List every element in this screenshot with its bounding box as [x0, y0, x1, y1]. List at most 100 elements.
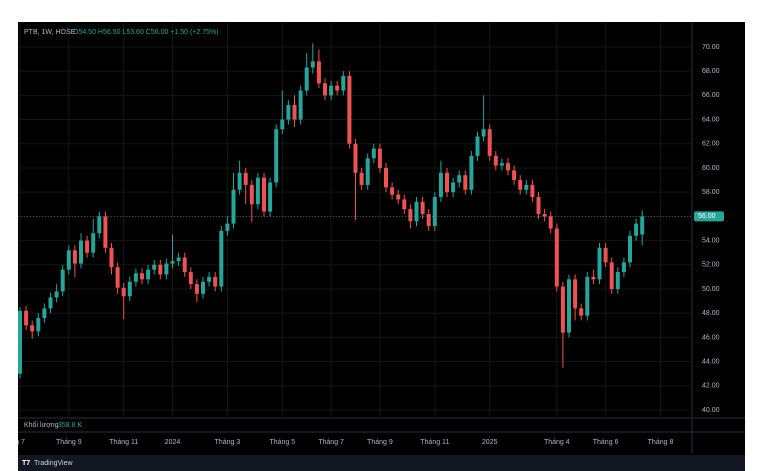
candle-body: [579, 308, 584, 316]
candle-body: [609, 262, 614, 289]
candle-body: [371, 148, 376, 159]
candle-body: [292, 105, 297, 120]
candle-body: [615, 272, 620, 289]
candle-body: [560, 286, 565, 333]
candle-body: [66, 250, 71, 270]
candle-body: [140, 273, 144, 280]
candle-body: [621, 262, 626, 273]
candle-body: [280, 119, 285, 130]
candle-body: [219, 230, 224, 287]
candle-body: [475, 136, 480, 156]
x-tick-label: Tháng 9: [56, 439, 82, 446]
candle-body: [103, 216, 108, 248]
volume-value: 358.8 K: [58, 422, 82, 429]
candle-body: [432, 197, 437, 227]
candle-body: [603, 247, 608, 263]
candle-body: [524, 184, 529, 190]
brand[interactable]: TradingView: [34, 460, 73, 467]
candle-body: [335, 85, 340, 91]
candle-body: [18, 310, 22, 374]
candle-body: [597, 247, 602, 280]
y-tick-label: 58.00: [702, 189, 720, 196]
candle-body: [237, 172, 242, 190]
candle-body: [188, 272, 193, 285]
candle-body: [85, 240, 90, 253]
candle-body: [310, 61, 315, 68]
y-tick-label: 64.00: [702, 116, 720, 123]
candle-body: [341, 75, 346, 91]
candle-body: [542, 213, 547, 217]
candle-body: [567, 279, 571, 333]
candle-body: [530, 184, 535, 198]
candle-body: [469, 155, 474, 190]
y-tick-label: 62.00: [702, 141, 720, 148]
candle-body: [457, 175, 462, 183]
candle-body: [493, 155, 498, 166]
candle-body: [127, 281, 132, 297]
y-tick-label: 46.00: [702, 334, 720, 341]
candle-body: [268, 182, 273, 212]
candle-body: [420, 201, 425, 214]
candle-body: [487, 129, 492, 156]
candle-body: [72, 250, 77, 264]
x-tick-label: Tháng 3: [215, 439, 241, 446]
candle-body: [323, 83, 327, 96]
candle-body: [463, 175, 468, 190]
y-tick-label: 68.00: [702, 68, 720, 75]
candle-body: [36, 318, 41, 332]
candle-body: [24, 310, 29, 326]
candle-body: [426, 213, 431, 227]
candle-body: [255, 177, 260, 205]
candle-body: [390, 187, 395, 195]
candle-body: [506, 163, 510, 171]
candle-body: [274, 129, 279, 183]
y-tick-label: 48.00: [702, 310, 720, 317]
candle-body: [48, 297, 53, 309]
candle-body: [396, 194, 401, 200]
candle-body: [329, 85, 334, 96]
candle-body: [628, 235, 632, 263]
x-tick-label: 2024: [165, 439, 181, 446]
candle-body: [207, 276, 212, 282]
x-tick-label: Tháng 8: [648, 439, 674, 446]
candle-body: [79, 240, 83, 264]
candle-body: [146, 269, 151, 280]
candle-body: [347, 75, 352, 144]
y-tick-label: 40.00: [702, 407, 720, 414]
candle-body: [365, 158, 370, 185]
candle-body: [408, 209, 413, 222]
tv-logo: T7: [22, 460, 30, 467]
candle-body: [634, 223, 639, 236]
candle-body: [353, 143, 358, 173]
candle-body: [402, 199, 407, 210]
candle-body: [499, 163, 504, 166]
candle-body: [298, 90, 303, 120]
candle-body: [377, 148, 382, 168]
y-tick-label: 66.00: [702, 92, 720, 99]
candle-body: [91, 233, 96, 253]
x-tick-label: Tháng 6: [593, 439, 619, 446]
candle-body: [384, 167, 388, 188]
candle-body: [481, 129, 486, 137]
x-tick-label: Tháng 11: [420, 439, 449, 446]
candle-body: [554, 228, 559, 287]
candle-body: [30, 325, 35, 332]
x-tick-label: g 7: [15, 439, 25, 446]
candle-body: [591, 276, 596, 280]
symbol: PTB, 1W, HOSE: [24, 29, 76, 36]
x-tick-label: Tháng 7: [318, 439, 344, 446]
candle-body: [316, 61, 321, 84]
candle-body: [121, 287, 126, 297]
footer: [18, 455, 745, 471]
candle-body: [640, 216, 645, 235]
x-tick-label: Tháng 9: [367, 439, 393, 446]
candle-body: [231, 189, 236, 224]
candle-body: [445, 172, 449, 193]
candle-body: [225, 223, 230, 231]
y-tick-label: 44.00: [702, 358, 720, 365]
candle-body: [414, 201, 419, 222]
ohlc: O54.50 H56.50 L53.60 C56.00 +1.50 (+2.75…: [73, 29, 219, 36]
y-tick-label: 54.00: [702, 237, 720, 244]
candle-body: [115, 267, 120, 288]
